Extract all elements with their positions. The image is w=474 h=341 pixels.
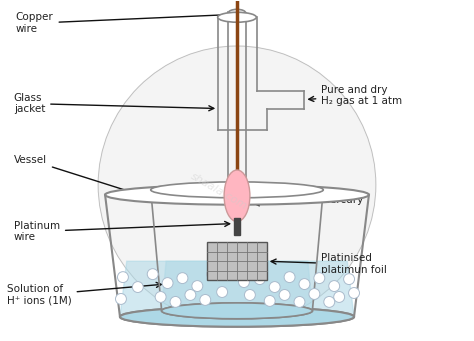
Circle shape [185, 290, 196, 300]
Ellipse shape [151, 182, 323, 198]
Ellipse shape [120, 307, 354, 327]
Circle shape [116, 294, 127, 305]
Circle shape [344, 274, 355, 284]
Circle shape [324, 296, 335, 307]
Circle shape [132, 282, 143, 293]
Bar [234, 218, 240, 236]
Polygon shape [162, 261, 312, 311]
Text: Solution of
H⁺ ions (1M): Solution of H⁺ ions (1M) [7, 282, 161, 306]
Ellipse shape [224, 170, 250, 222]
Circle shape [299, 279, 310, 290]
Circle shape [348, 287, 359, 298]
Circle shape [309, 288, 320, 299]
Circle shape [314, 273, 325, 284]
Circle shape [217, 286, 228, 297]
Ellipse shape [162, 303, 312, 319]
Polygon shape [120, 261, 354, 317]
Circle shape [238, 277, 249, 287]
Circle shape [329, 281, 340, 292]
Text: Glass
jacket: Glass jacket [14, 93, 214, 114]
Circle shape [264, 295, 275, 306]
Circle shape [118, 272, 128, 283]
Ellipse shape [105, 185, 369, 205]
Circle shape [294, 296, 305, 307]
Text: Platinised
platimun foil: Platinised platimun foil [271, 253, 387, 275]
Text: Mercury: Mercury [254, 195, 364, 206]
Circle shape [279, 290, 290, 300]
Circle shape [177, 273, 188, 284]
Circle shape [147, 269, 158, 280]
Circle shape [269, 282, 280, 293]
Circle shape [192, 281, 203, 292]
Text: Copper
wire: Copper wire [16, 12, 233, 34]
Circle shape [98, 46, 376, 324]
Text: shaala.com: shaala.com [188, 171, 248, 212]
Circle shape [155, 292, 166, 302]
Text: Pure and dry
H₂ gas at 1 atm: Pure and dry H₂ gas at 1 atm [309, 85, 402, 106]
Bar [207, 242, 267, 280]
Text: Vessel: Vessel [14, 155, 152, 199]
Text: Platinum
wire: Platinum wire [14, 221, 230, 242]
Circle shape [162, 278, 173, 288]
Ellipse shape [218, 12, 256, 22]
Circle shape [207, 269, 218, 280]
Ellipse shape [228, 9, 246, 17]
Ellipse shape [120, 307, 354, 327]
Ellipse shape [162, 303, 312, 319]
Circle shape [255, 274, 265, 284]
Circle shape [170, 296, 181, 307]
Circle shape [200, 295, 211, 306]
Circle shape [284, 272, 295, 283]
Circle shape [334, 292, 345, 302]
Circle shape [245, 290, 255, 300]
